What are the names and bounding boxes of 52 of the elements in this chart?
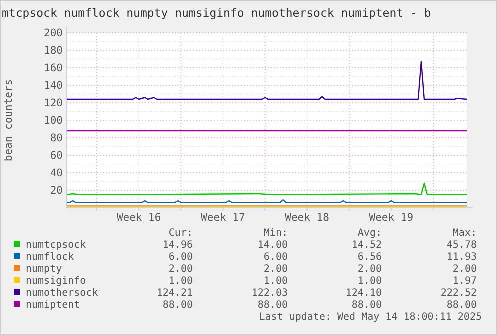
y-tick-label: 180 — [44, 45, 63, 58]
text: 45.78 — [446, 240, 477, 251]
text: Min: — [264, 228, 288, 239]
x-tick-label: Week 17 — [201, 212, 246, 224]
text: 14.00 — [258, 240, 288, 251]
text: 122.03 — [252, 288, 288, 299]
y-tick-label: 200 — [44, 28, 63, 40]
text: Cur: — [168, 228, 193, 239]
y-tick-label: 40 — [50, 168, 63, 180]
x-tick-label: Week 16 — [116, 212, 162, 224]
text: 124.21 — [156, 288, 193, 299]
y-tick-label: 20 — [50, 185, 63, 198]
text: 2.00 — [358, 264, 382, 275]
text: 14.96 — [162, 240, 193, 251]
text: 88.00 — [352, 300, 382, 311]
text: 2.00 — [264, 264, 288, 275]
text: 6.56 — [358, 252, 382, 263]
y-tick-label: 80 — [50, 132, 63, 145]
legend-label: numsiginfo — [26, 276, 86, 287]
text: 2.00 — [168, 264, 193, 275]
x-tick-label: Week 18 — [285, 212, 330, 224]
text: 124.10 — [346, 288, 382, 299]
line-series — [66, 61, 468, 100]
text: Avg: — [358, 228, 382, 239]
legend-label: numiptent — [26, 300, 80, 311]
chart-title: mtcpsock numflock numpty numsiginfo numothersock numiptent - b — [2, 6, 432, 20]
text: 1.00 — [264, 276, 288, 287]
text: 88.00 — [162, 300, 193, 311]
text: 88.00 — [258, 300, 288, 311]
text: 11.93 — [446, 252, 477, 263]
legend-label: numtcpsock — [26, 240, 86, 251]
text: Max: — [452, 228, 477, 239]
text: 1.00 — [358, 276, 382, 287]
y-tick-label: 160 — [44, 62, 63, 75]
text: 6.00 — [264, 252, 288, 263]
text: 1.97 — [452, 276, 477, 287]
text: 2.00 — [452, 264, 477, 275]
text: 6.00 — [168, 252, 193, 263]
y-tick-label: 120 — [44, 98, 63, 110]
text: Last update: Wed May 14 18:00:11 2025 — [259, 312, 482, 323]
y-tick-label: 60 — [50, 150, 63, 162]
legend-label: numpty — [26, 264, 62, 275]
text: 14.52 — [352, 240, 382, 251]
text: 88.00 — [446, 300, 477, 311]
y-axis-title: bean counters — [3, 79, 15, 162]
text: 222.52 — [440, 288, 477, 299]
legend-label: numflock — [26, 252, 74, 263]
y-tick-label: 140 — [44, 80, 63, 92]
x-tick-label: Week 19 — [369, 212, 414, 224]
y-tick-label: 100 — [44, 115, 63, 128]
text: 1.00 — [168, 276, 193, 287]
legend-label: numothersock — [26, 288, 98, 299]
